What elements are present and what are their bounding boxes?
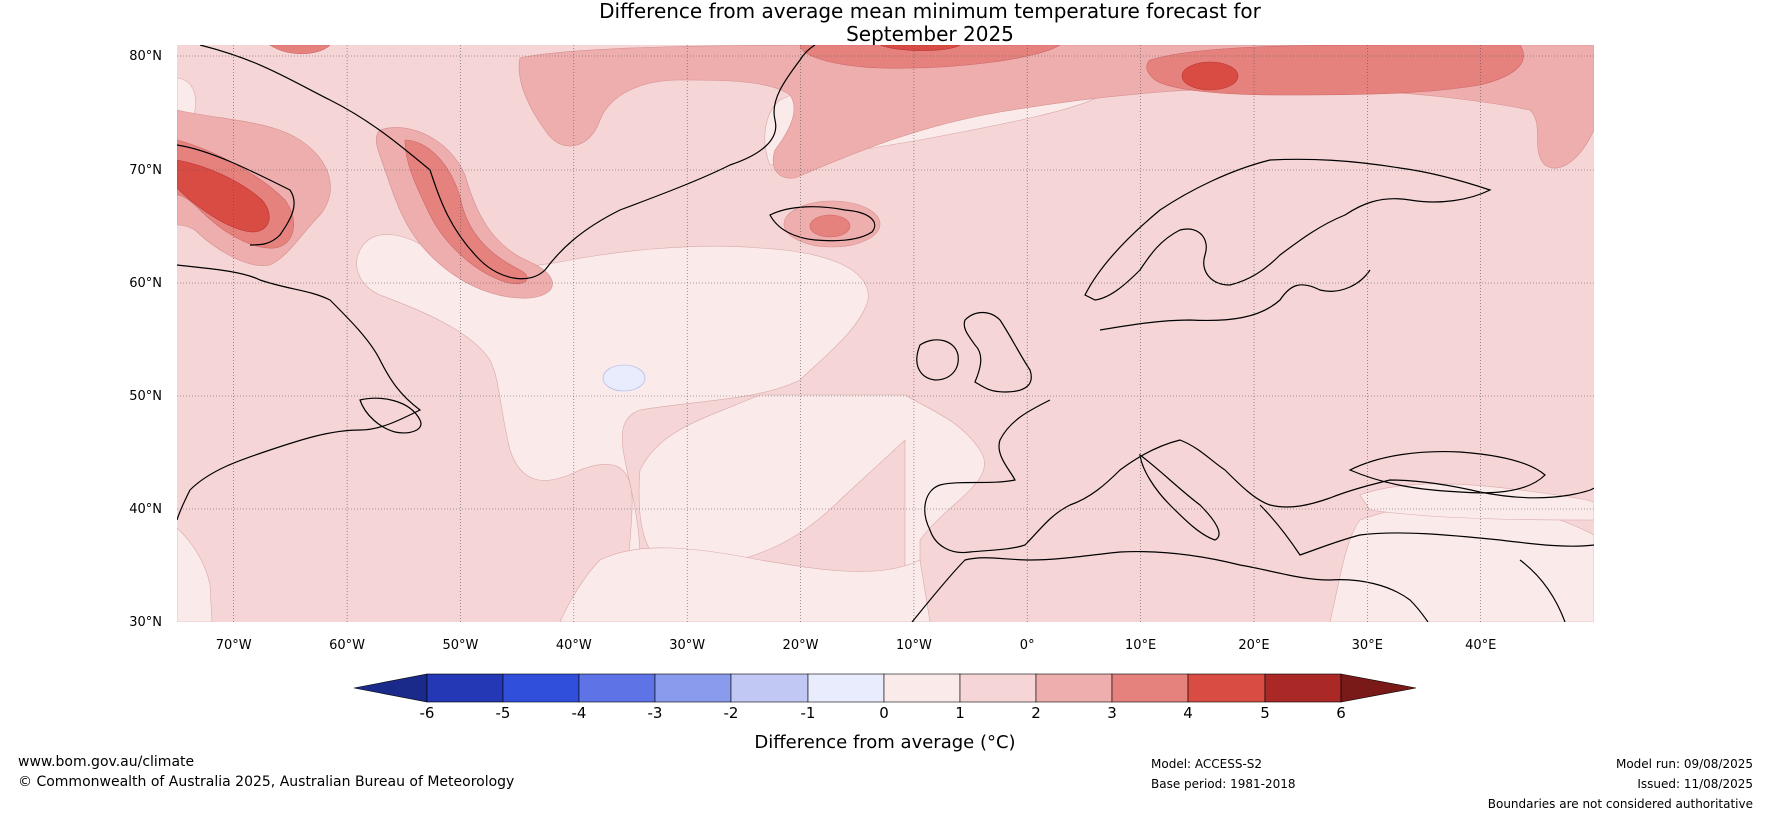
colorbar-tick-label: 1 [955,704,965,722]
coastline-ireland [916,339,959,381]
coastline-british-isles [963,311,1032,393]
model-run-date: Model run: 09/08/2025 [1615,757,1753,771]
colorbar-segment [1187,673,1266,703]
base-period: Base period: 1981-2018 [1151,777,1296,791]
anomaly-band-3-4-barents [1146,45,1524,96]
colorbar-extend-high [1340,673,1417,703]
colorbar-tick-label: 2 [1031,704,1041,722]
title-line-2: September 2025 [846,22,1014,46]
lon-label: 0° [1020,638,1035,653]
lon-label: 30°W [669,638,705,653]
lon-label: 30°E [1352,638,1383,653]
colorbar [353,673,1417,703]
colorbar-tick-label: -1 [801,704,816,722]
anomaly-band-0-1-subtropics [559,547,931,622]
anomaly-band-3-4-greenland-se [404,139,528,285]
lat-label: 50°N [129,389,162,404]
colorbar-tick-label: 0 [879,704,889,722]
colorbar-segment [426,673,504,703]
coastline-iceland [769,206,876,242]
anomaly-band-4-5-arctic-top [879,45,961,51]
lon-label: 70°W [216,638,252,653]
anomaly-band-0-1-atlantic [356,234,985,622]
lon-label: 60°W [329,638,365,653]
lon-label: 50°W [442,638,478,653]
colorbar-extend-low [353,673,428,703]
colorbar-segment [959,673,1037,703]
lat-label: 40°N [129,502,162,517]
lat-label: 80°N [129,49,162,64]
lon-label: 20°E [1238,638,1269,653]
lon-label: 40°E [1465,638,1496,653]
anomaly-band-neg1-0-patch [602,364,646,392]
longitude-labels: 70°W 60°W 50°W 40°W 30°W 20°W 10°W 0° 10… [216,638,1497,653]
anomaly-band-4-5-svalbard [1181,61,1239,91]
colorbar-label: Difference from average (°C) [754,732,1015,753]
coastline-greece-turkey [1259,504,1594,556]
lat-label: 30°N [129,615,162,630]
colorbar-tick-label: -4 [572,704,587,722]
anomaly-band-3-4-iceland [809,214,851,238]
map-title: Difference from average mean minimum tem… [0,0,1770,46]
anomaly-band-3-4-nw-top [269,45,331,54]
colorbar-tick-label: 3 [1107,704,1117,722]
coastline-scandinavia [1084,158,1492,301]
colorbar-segment [883,673,961,703]
colorbar-segment [730,673,809,703]
coastline-black-sea [1348,451,1546,494]
colorbar-segment [1111,673,1189,703]
disclaimer: Boundaries are not considered authoritat… [1487,797,1753,811]
anomaly-band-0-1-blacksea [1359,483,1594,521]
lat-label: 70°N [129,163,162,178]
colorbar-segment [1035,673,1113,703]
colorbar-tick-label: -3 [648,704,663,722]
coastline-italy [1139,453,1220,541]
coastline-levant [1519,559,1566,622]
lat-label: 60°N [129,276,162,291]
coastline-newfoundland [359,397,422,434]
coastlines [177,45,1594,622]
colorbar-tick-label: 6 [1336,704,1346,722]
colorbar-tick-label: 4 [1183,704,1193,722]
colorbar-segment [502,673,580,703]
anomaly-band-3-4-arctic [799,45,1061,69]
colorbar-tick-label: -5 [496,704,511,722]
latitude-labels: 80°N 70°N 60°N 50°N 40°N 30°N [129,49,162,630]
lon-label: 10°E [1125,638,1156,653]
lon-label: 10°W [896,638,932,653]
lon-label: 20°W [783,638,819,653]
coastline-labrador [177,264,422,521]
copyright: © Commonwealth of Australia 2025, Austra… [18,774,515,790]
model-name: Model: ACCESS-S2 [1151,757,1263,771]
coastline-greenland [199,45,816,280]
anomaly-band-0-1-west [177,527,213,622]
anomaly-contours [177,45,1594,622]
lon-label: 40°W [556,638,592,653]
coastline-baltic [1099,269,1371,331]
colorbar-segment [578,673,656,703]
colorbar-ticks: -6 -5 -4 -3 -2 -1 0 1 2 3 4 5 6 [420,704,1346,722]
colorbar-tick-label: 5 [1260,704,1270,722]
colorbar-tick-label: -6 [420,704,435,722]
issued-date: Issued: 11/08/2025 [1637,777,1753,791]
coastline-baffin [177,144,295,246]
gridlines [177,45,1594,622]
anomaly-band-0-1-east [1329,502,1594,622]
colorbar-segment [654,673,732,703]
title-line-1: Difference from average mean minimum tem… [599,0,1261,23]
coastline-europe-west [924,399,1594,554]
website-link[interactable]: www.bom.gov.au/climate [18,754,195,770]
colorbar-segment [1264,673,1342,703]
coastline-north-africa [911,550,1429,622]
colorbar-tick-label: -2 [724,704,739,722]
colorbar-segment [807,673,885,703]
